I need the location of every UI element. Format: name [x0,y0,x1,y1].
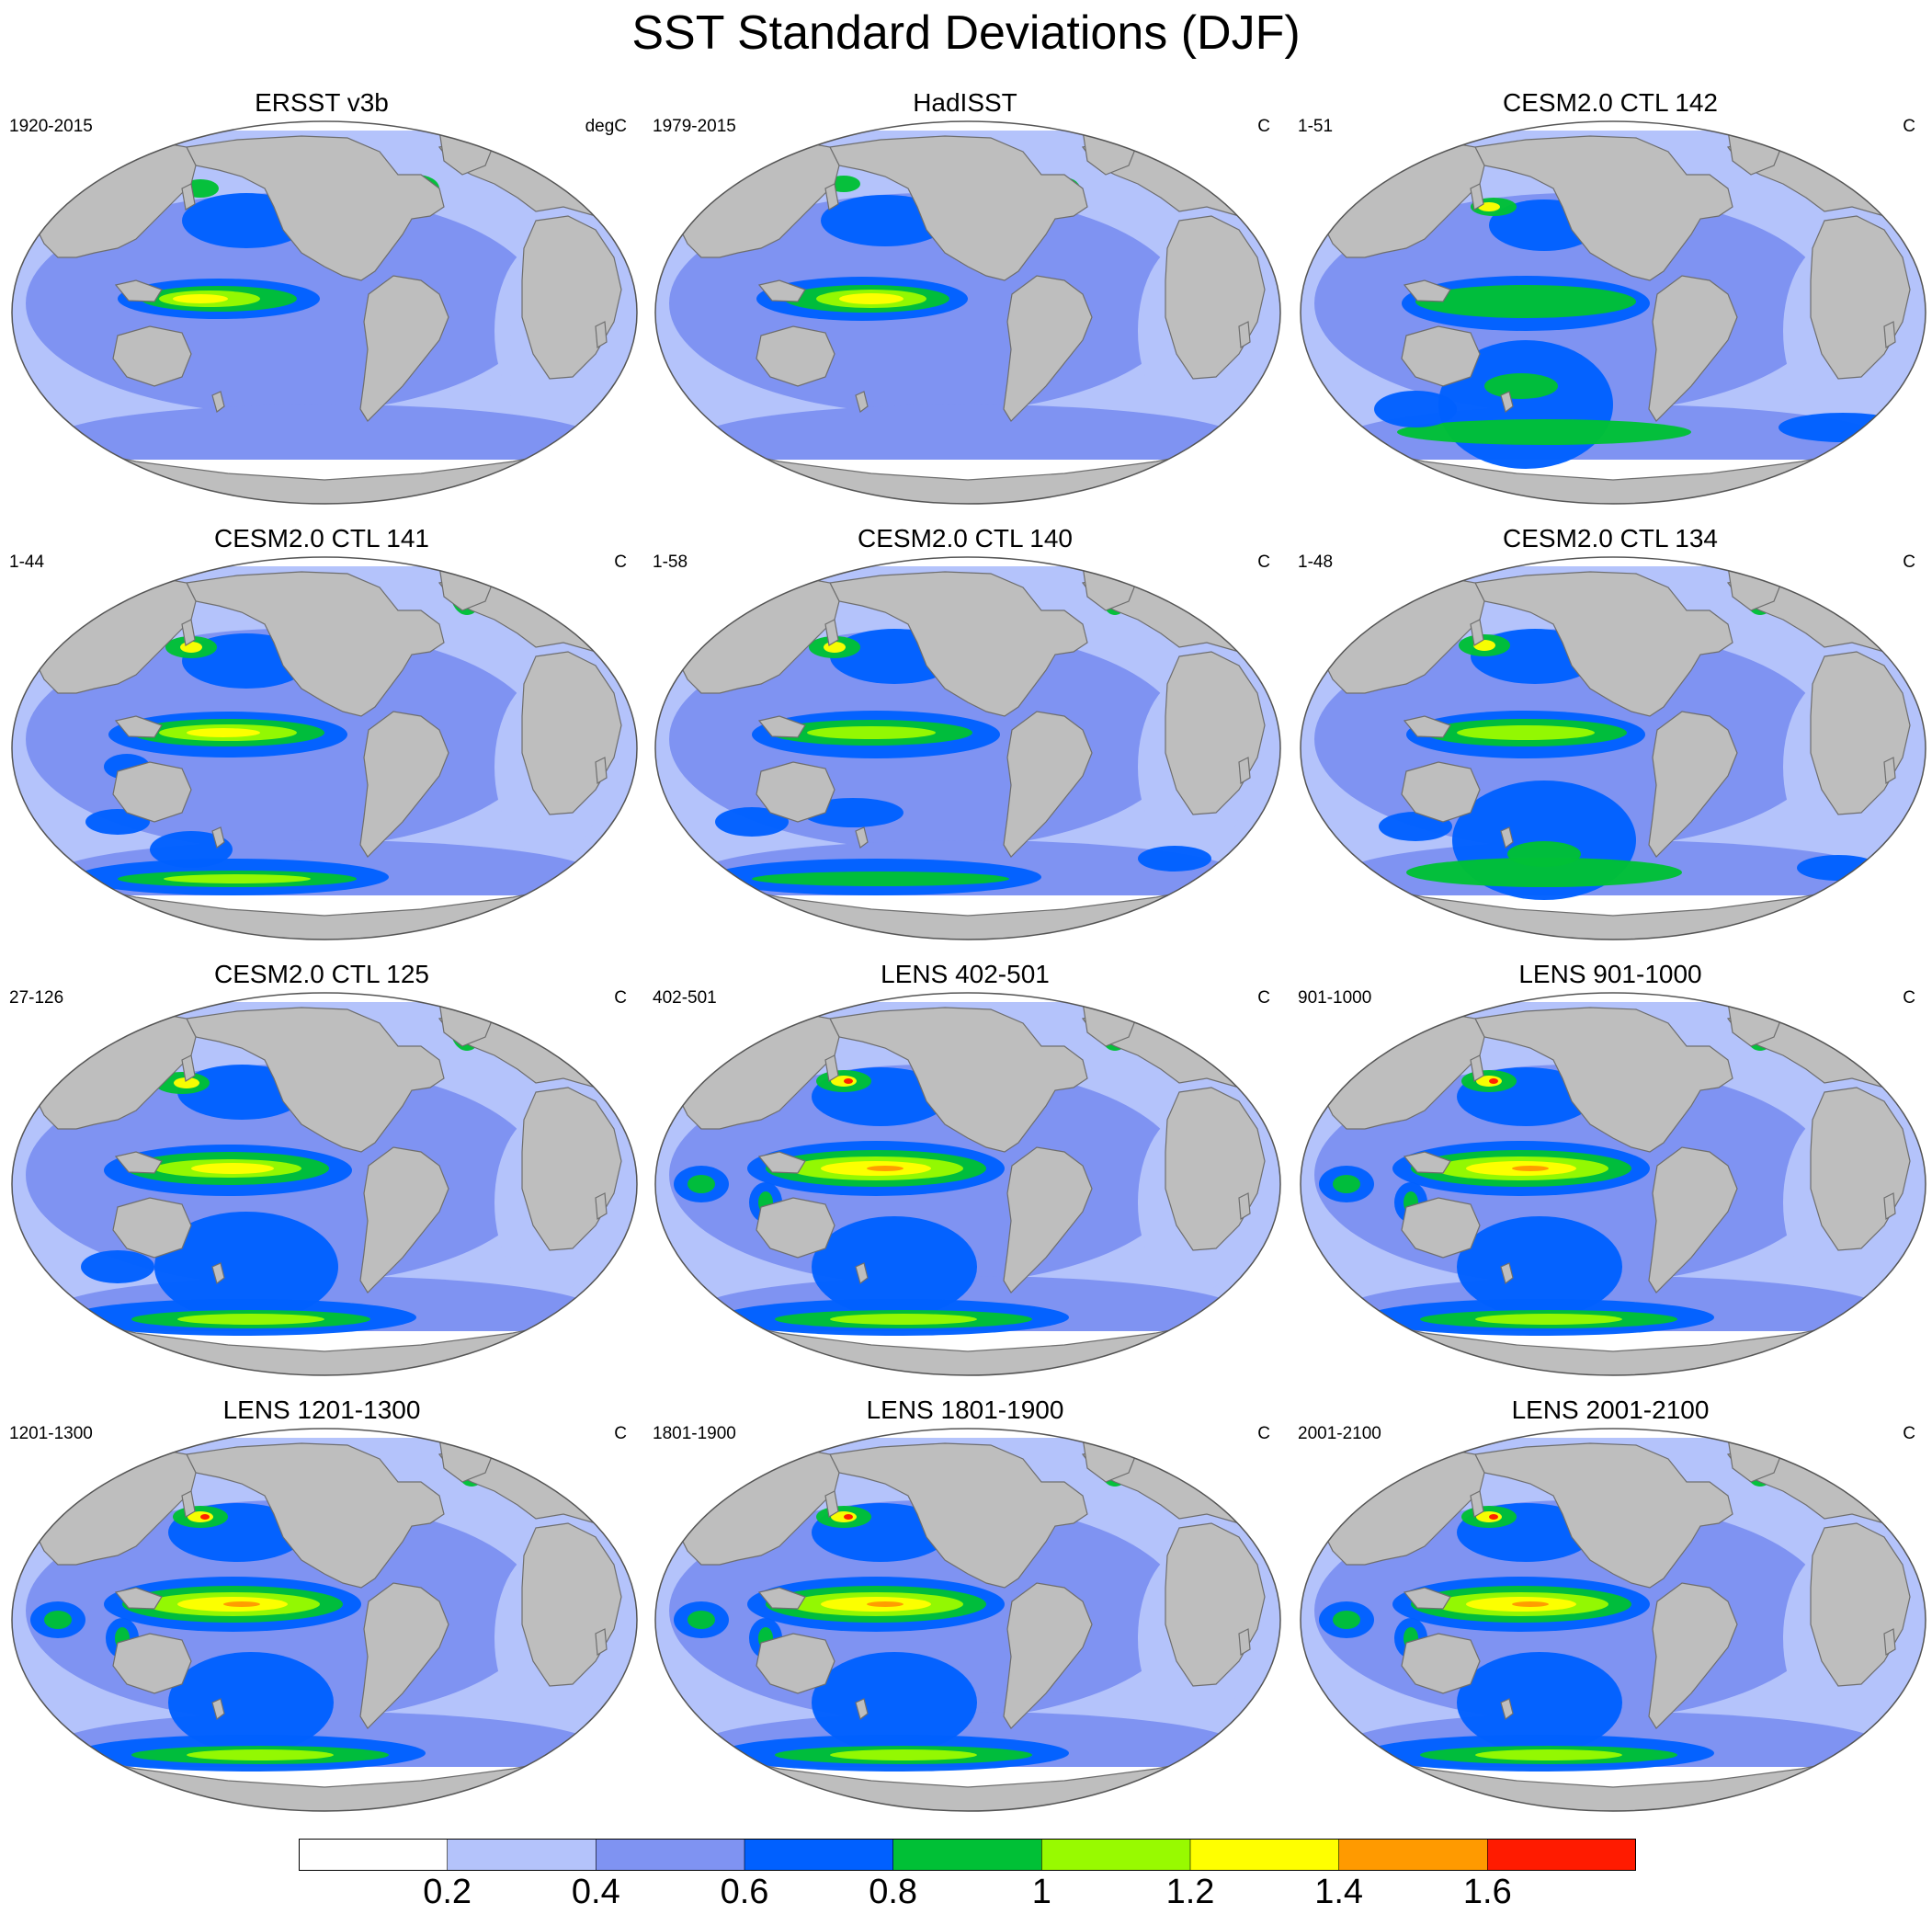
map-panel: LENS 1801-1900 1801-1900 C [643,1392,1287,1824]
panel-period-label: 2001-2100 [1298,1424,1381,1443]
panel-period-label: 27-126 [9,988,64,1008]
panel-units-label: C [1903,1424,1915,1443]
panel-title: LENS 1201-1300 [222,1396,421,1424]
figure-title: SST Standard Deviations (DJF) [631,6,1301,60]
panel-period-label: 1-48 [1298,553,1334,572]
robinson-map [654,556,1281,940]
map-panel: CESM2.0 CTL 142 1-51 C [1289,85,1932,517]
robinson-map [654,120,1281,505]
robinson-map [1300,556,1926,940]
panel-units-label: C [1257,988,1270,1008]
colorbar-tick-label: 1.6 [1462,1873,1512,1911]
colorbar-frame [299,1839,1636,1871]
panel-title: HadISST [913,88,1017,117]
colorbar-swatch [447,1839,597,1871]
robinson-map [11,120,638,505]
colorbar [299,1839,1636,1871]
map-panel: LENS 901-1000 901-1000 C [1289,956,1932,1388]
robinson-map [1300,1428,1926,1812]
map-panel: CESM2.0 CTL 140 1-58 C [643,520,1287,952]
map-panel: ERSST v3b 1920-2015 degC [0,85,643,517]
panel-period-label: 1920-2015 [9,117,93,136]
panel-period-label: 402-501 [653,988,717,1008]
panel-period-label: 1-44 [9,553,45,572]
colorbar-tick-label: 0.6 [720,1873,769,1911]
map-panel: LENS 402-501 402-501 C [643,956,1287,1388]
map-panel: LENS 1201-1300 1201-1300 C [0,1392,643,1824]
panel-title: LENS 1801-1900 [866,1396,1064,1424]
panel-period-label: 1801-1900 [653,1424,736,1443]
panel-units-label: C [1257,553,1270,572]
colorbar-tick-label: 1 [1031,1873,1051,1911]
panel-units-label: C [1903,117,1915,136]
colorbar-swatch [596,1839,745,1871]
colorbar-swatch [1041,1839,1191,1871]
colorbar-swatch [1487,1839,1636,1871]
panel-period-label: 1201-1300 [9,1424,93,1443]
map-panel: CESM2.0 CTL 141 1-44 C [0,520,643,952]
colorbar-tick-label: 1.2 [1165,1873,1215,1911]
panel-period-label: 1979-2015 [653,117,736,136]
panel-title: CESM2.0 CTL 125 [214,960,429,988]
panel-units-label: C [1903,553,1915,572]
panel-period-label: 901-1000 [1298,988,1372,1008]
colorbar-tick-label: 0.8 [869,1873,918,1911]
colorbar-swatch [892,1839,1043,1871]
map-panel: CESM2.0 CTL 134 1-48 C [1289,520,1932,952]
panel-units-label: C [1903,988,1915,1008]
robinson-map [11,556,638,940]
colorbar-tick-label: 0.4 [571,1873,620,1911]
robinson-map [1300,120,1926,505]
panel-units-label: C [614,988,627,1008]
robinson-map [1300,992,1926,1376]
panel-title: CESM2.0 CTL 134 [1503,524,1718,553]
robinson-map [654,992,1281,1376]
panel-units-label: C [614,1424,627,1443]
colorbar-swatch [744,1839,894,1871]
robinson-map [11,1428,638,1812]
panel-title: CESM2.0 CTL 141 [214,524,429,553]
panel-period-label: 1-58 [653,553,688,572]
panel-title: ERSST v3b [255,88,389,117]
panel-title: CESM2.0 CTL 140 [858,524,1073,553]
map-panel: HadISST 1979-2015 C [643,85,1287,517]
panel-units-label: degC [585,117,627,136]
panel-period-label: 1-51 [1298,117,1334,136]
panel-title: CESM2.0 CTL 142 [1503,88,1718,117]
panel-title: LENS 402-501 [881,960,1050,988]
panel-units-label: C [1257,1424,1270,1443]
map-panel: CESM2.0 CTL 125 27-126 C [0,956,643,1388]
colorbar-labels: 0.2 0.4 0.6 0.8 1 1.2 1.4 1.6 [0,1872,1932,1914]
colorbar-tick-label: 1.4 [1314,1873,1364,1911]
panel-units-label: C [614,553,627,572]
panel-units-label: C [1257,117,1270,136]
colorbar-swatch [1189,1839,1340,1871]
robinson-map [654,1428,1281,1812]
colorbar-swatch [1338,1839,1489,1871]
colorbar-swatch [299,1839,449,1871]
panel-title: LENS 2001-2100 [1511,1396,1710,1424]
map-panel: LENS 2001-2100 2001-2100 C [1289,1392,1932,1824]
robinson-map [11,992,638,1376]
colorbar-tick-label: 0.2 [423,1873,472,1911]
panel-title: LENS 901-1000 [1518,960,1702,988]
